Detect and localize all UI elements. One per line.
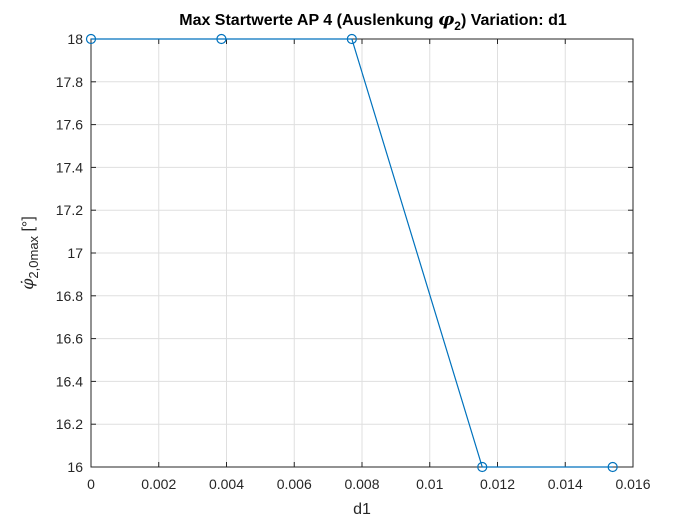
y-axis-title-subscript: 2,0max — [26, 235, 41, 278]
y-tick-label: 17 — [67, 245, 83, 261]
y-tick-label: 17.8 — [56, 74, 83, 90]
chart-title: Max Startwerte AP 4 (Auslenkung φ2) Vari… — [179, 9, 567, 33]
chart-title-prefix: Max Startwerte AP 4 (Auslenkung — [179, 12, 438, 29]
data-point-marker — [607, 461, 618, 473]
data-point-marker — [85, 33, 97, 45]
y-tick-label: 17.2 — [56, 202, 83, 218]
x-tick-labels: 0 0.002 0.004 0.006 0.008 0.01 0.012 0.014 0.016 — [87, 476, 651, 492]
y-tick-label: 16.4 — [56, 373, 83, 389]
y-axis-title-unit: [°] — [20, 216, 37, 236]
x-tick-label: 0.016 — [615, 476, 650, 492]
y-tick-label: 17.6 — [56, 117, 83, 133]
x-tick-label: 0.012 — [480, 476, 515, 492]
y-tick-label: 18 — [67, 31, 83, 47]
data-series — [85, 33, 618, 473]
data-point-marker — [477, 461, 488, 473]
data-point-marker — [216, 33, 227, 45]
x-tick-label: 0.002 — [141, 476, 176, 492]
y-tick-label: 17.4 — [56, 159, 83, 175]
x-tick-label: 0.01 — [416, 476, 443, 492]
y-tick-label: 16 — [67, 459, 83, 475]
x-tick-label: 0 — [87, 476, 95, 492]
y-axis-title: φ̇2,0max [°] — [18, 216, 41, 290]
x-axis-title: d1 — [353, 501, 371, 518]
y-tick-label: 16.8 — [56, 288, 83, 304]
chart-title-suffix: ) Variation: d1 — [461, 12, 567, 29]
x-tick-label: 0.004 — [209, 476, 244, 492]
y-tick-labels: 16 16.2 16.4 16.6 16.8 17 17.2 17.4 17.6 17.8 18 — [56, 31, 83, 475]
x-tick-label: 0.014 — [548, 476, 583, 492]
series-line — [91, 38, 613, 468]
y-axis-title-symbol: φ̇ — [18, 278, 37, 290]
x-tick-label: 0.008 — [344, 476, 379, 492]
chart-title-subscript: 2 — [454, 19, 461, 33]
y-tick-label: 16.6 — [56, 331, 83, 347]
axis-ticks — [90, 38, 634, 468]
data-point-marker — [346, 33, 357, 45]
chart-title-symbol: φ — [438, 9, 455, 30]
x-tick-label: 0.006 — [277, 476, 312, 492]
y-tick-label: 16.2 — [56, 416, 83, 432]
